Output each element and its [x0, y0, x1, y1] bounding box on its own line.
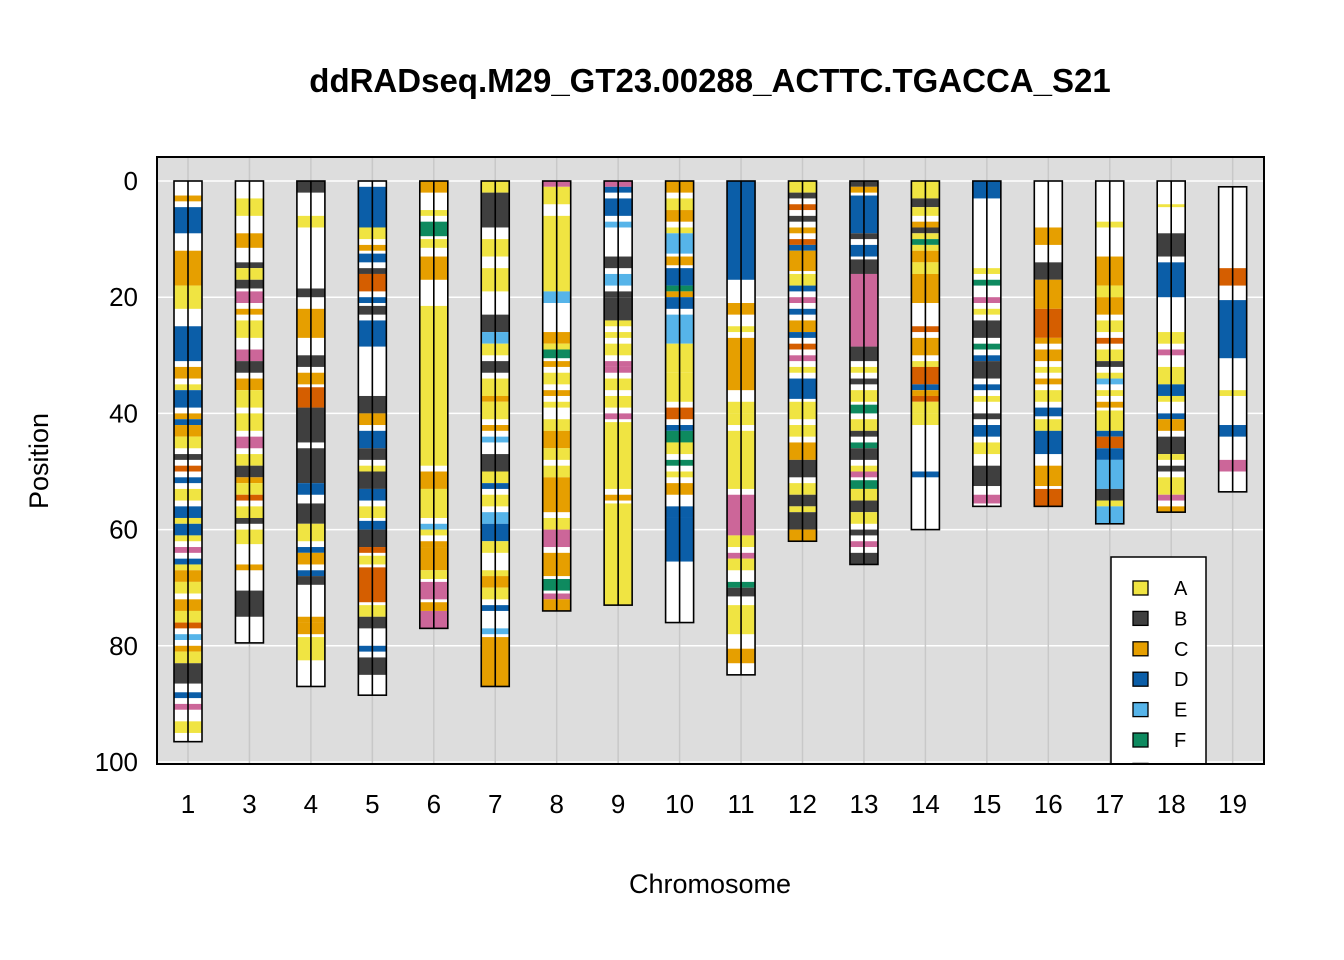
chart-title: ddRADseq.M29_GT23.00288_ACTTC.TGACCA_S21 [309, 62, 1110, 99]
chromosome-outline [173, 180, 203, 743]
chromosome-18 [1156, 180, 1186, 513]
chromosome-outline [541, 180, 572, 612]
plot-panel [156, 156, 1265, 765]
chromosome-outline [603, 180, 633, 606]
y-axis-label: Position [24, 413, 54, 509]
y-axis-ticks: 0 20 40 60 80 100 [95, 166, 138, 777]
legend-swatch-H [1133, 794, 1148, 808]
y-tick-label: 60 [109, 515, 138, 545]
chromosome-13 [849, 180, 879, 566]
legend-label-F: F [1174, 730, 1186, 752]
legend-label-G: G [1174, 760, 1190, 782]
chromosome-outline [726, 180, 756, 676]
x-tick-label: 19 [1218, 789, 1247, 819]
chromosome-9 [603, 180, 633, 606]
x-tick-label: 15 [972, 789, 1001, 819]
x-tick-label: 4 [304, 789, 318, 819]
chromosome-outline [849, 180, 879, 566]
chromosome-15 [972, 180, 1002, 508]
y-tick-label: 80 [109, 631, 138, 661]
chromosome-outline [1217, 186, 1248, 493]
x-tick-label: 14 [911, 789, 940, 819]
chromosome-outline [418, 180, 449, 630]
chromosome-outline [972, 180, 1002, 508]
chromosome-17 [1094, 180, 1125, 525]
chromosome-outline [1033, 180, 1064, 508]
legend-swatch-F [1132, 732, 1149, 748]
x-tick-label: 11 [728, 789, 755, 819]
x-tick-label: 3 [242, 789, 256, 819]
x-tick-label: 8 [549, 789, 563, 819]
chromosome-4 [296, 180, 326, 688]
legend-swatch-E [1132, 701, 1149, 718]
x-tick-label: 1 [181, 789, 195, 819]
legend-swatch-A [1132, 580, 1149, 596]
chromosome-outline [787, 180, 818, 543]
chromosome-11 [726, 180, 756, 676]
x-tick-label: 12 [788, 789, 817, 819]
x-axis-label: Chromosome [629, 869, 791, 899]
chromosome-outline [664, 180, 695, 624]
x-tick-label: 18 [1157, 789, 1186, 819]
legend-swatch-D [1132, 671, 1149, 687]
x-tick-label: 9 [611, 789, 625, 819]
legend-swatch-B [1132, 610, 1149, 627]
chromosome-3 [234, 180, 265, 644]
chromosome-outline [296, 180, 326, 688]
x-tick-label: 16 [1034, 789, 1063, 819]
legend-label-B: B [1174, 608, 1187, 630]
chromosome-outline [1094, 180, 1125, 525]
y-tick-label: 20 [109, 282, 138, 312]
legend-swatch-G [1132, 762, 1149, 763]
x-tick-label: 6 [427, 789, 441, 819]
legend-label-C: C [1174, 639, 1188, 661]
legend-box [1110, 556, 1207, 763]
chromosome-8 [541, 180, 572, 612]
x-axis-ticks: 1 3 4 5 6 7 8 9 10 11 12 13 14 15 16 17 18 19 [181, 789, 1247, 819]
chromosome-outline [910, 180, 941, 531]
y-tick-label: 40 [109, 398, 138, 428]
chromosome-outline [234, 180, 265, 644]
x-tick-label: 10 [665, 789, 694, 819]
chromosome-1 [173, 180, 203, 743]
y-tick-label: 0 [124, 166, 138, 196]
legend-swatch-C [1132, 641, 1149, 657]
chromosome-outline [480, 180, 511, 688]
y-tick-label: 100 [95, 747, 138, 777]
chromosome-outline [357, 180, 388, 696]
x-tick-label: 5 [365, 789, 379, 819]
chromosome-10 [664, 180, 695, 624]
x-tick-label: 17 [1095, 789, 1124, 819]
chromosome-6 [418, 180, 449, 630]
x-tick-label: 7 [488, 789, 502, 819]
legend-label-D: D [1174, 669, 1188, 691]
chromosome-7 [480, 180, 511, 688]
chromosome-outline [1156, 180, 1186, 513]
x-tick-label: 13 [849, 789, 878, 819]
chromosomes [173, 180, 1248, 743]
chromosome-19 [1217, 186, 1248, 493]
chromosome-16 [1033, 180, 1064, 508]
legend-label-E: E [1174, 700, 1187, 722]
chromosome-5 [357, 180, 388, 696]
chromosome-14 [910, 180, 941, 531]
legend-label-A: A [1174, 578, 1188, 600]
chromosome-12 [787, 180, 818, 543]
